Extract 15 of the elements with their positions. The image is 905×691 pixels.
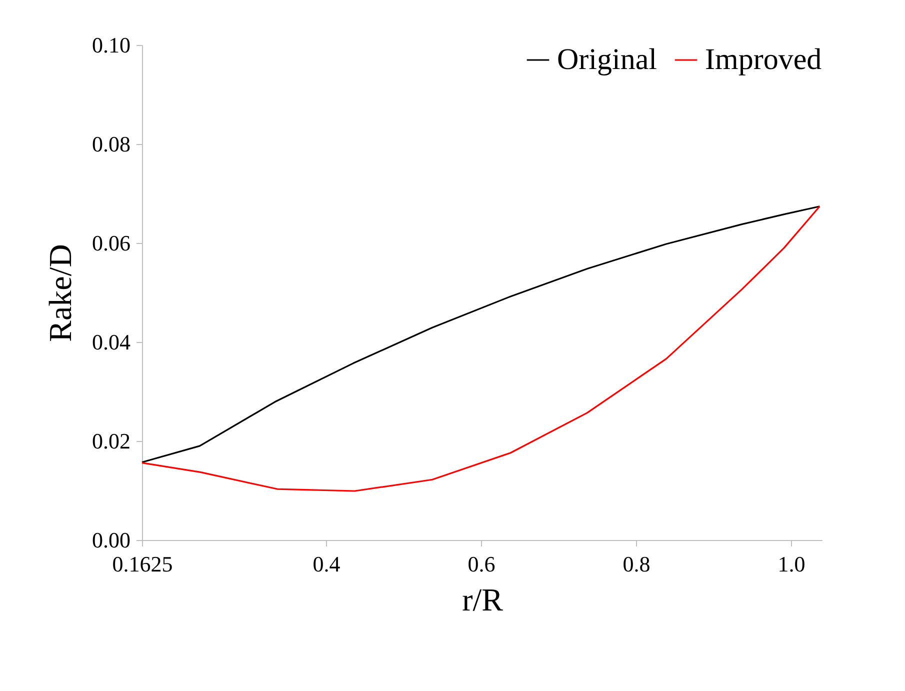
- x-tick-label: 1.0: [778, 552, 806, 576]
- x-axis-title: r/R: [462, 582, 504, 618]
- y-axis-title: Rake/D: [42, 244, 78, 342]
- x-tick-label: 0.8: [622, 552, 650, 576]
- x-tick-label: 0.6: [468, 552, 496, 576]
- x-tick-label: 0.1625: [112, 552, 173, 576]
- legend-label: Original: [557, 43, 657, 76]
- y-tick-label: 0.04: [92, 330, 130, 354]
- x-tick-label: 0.4: [312, 552, 340, 576]
- y-tick-label: 0.00: [92, 528, 130, 552]
- legend-label: Improved: [705, 43, 822, 76]
- y-tick-label: 0.10: [92, 32, 130, 58]
- y-tick-label: 0.02: [92, 428, 130, 454]
- y-tick-label: 0.06: [92, 230, 130, 256]
- y-tick-label: 0.08: [92, 132, 130, 156]
